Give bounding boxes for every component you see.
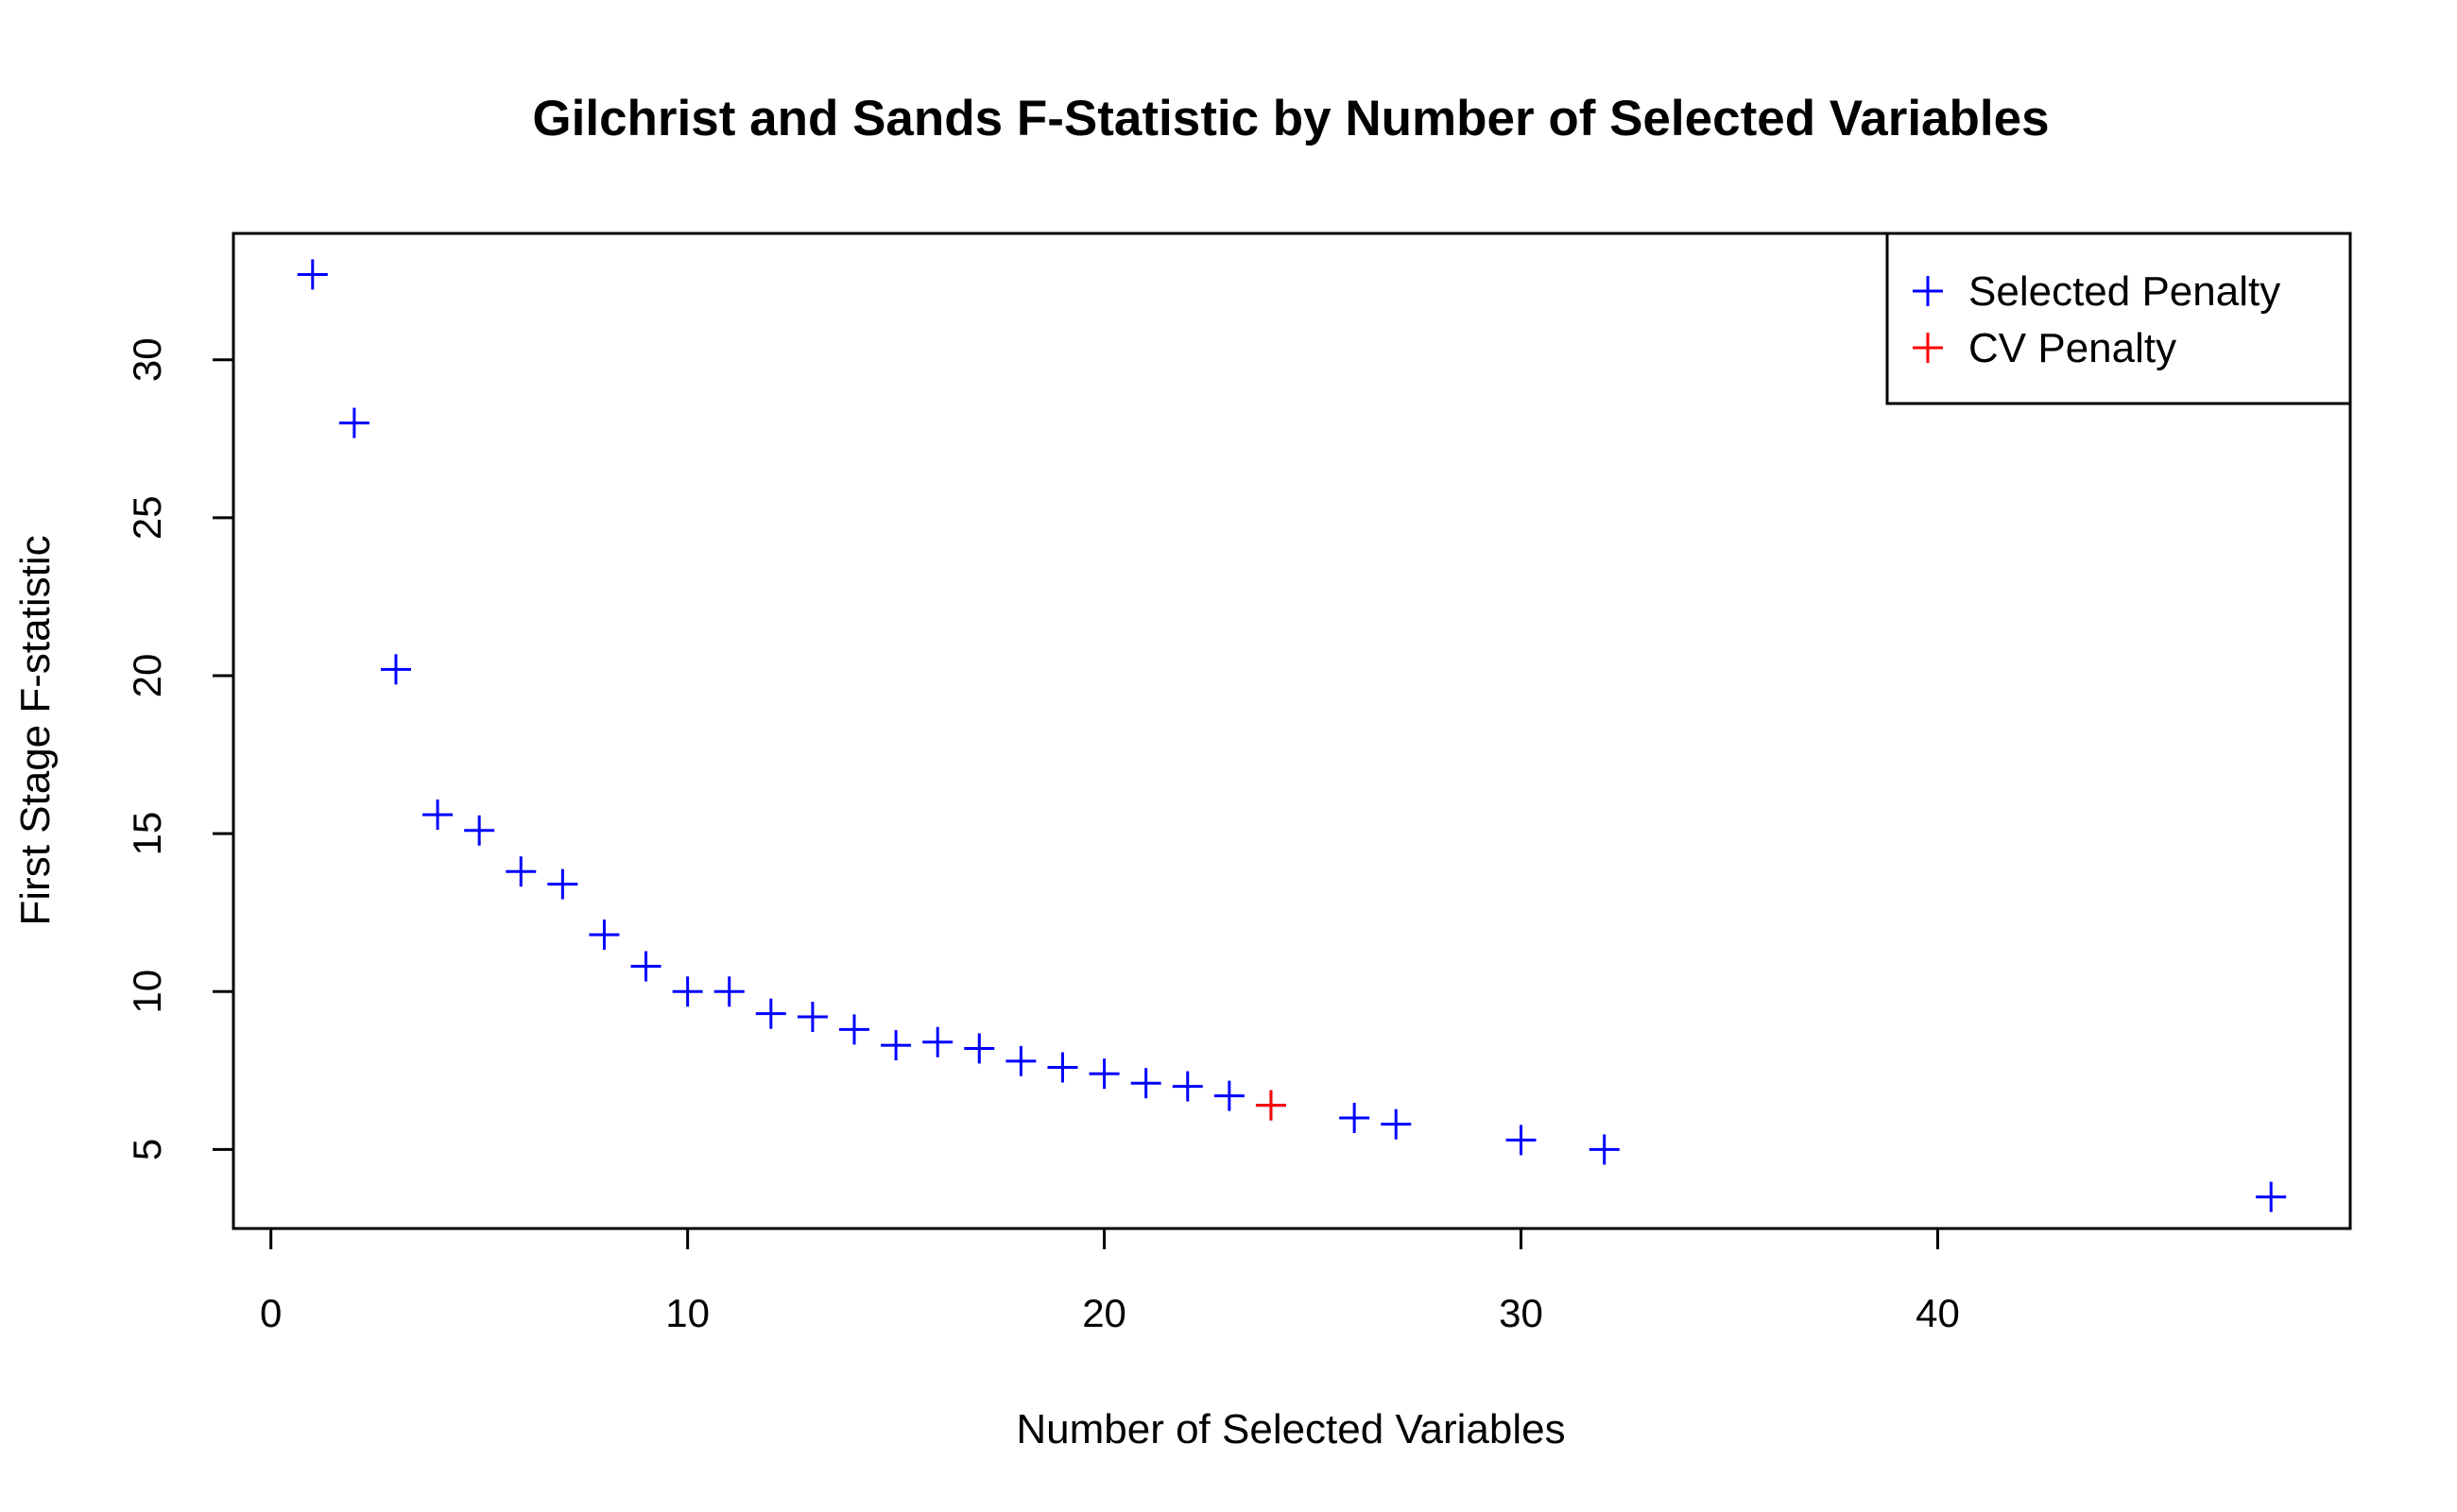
data-point bbox=[1213, 1080, 1245, 1111]
data-point bbox=[506, 856, 537, 887]
chart-title: Gilchrist and Sands F-Statistic by Numbe… bbox=[532, 91, 2049, 146]
data-point bbox=[1005, 1045, 1037, 1076]
data-point bbox=[1089, 1058, 1120, 1090]
data-point bbox=[1130, 1068, 1161, 1099]
data-point bbox=[1381, 1108, 1412, 1140]
x-tick-label: 30 bbox=[1499, 1291, 1543, 1335]
data-point bbox=[630, 951, 662, 982]
y-tick-label: 30 bbox=[125, 337, 169, 382]
x-tick-label: 40 bbox=[1916, 1291, 1960, 1335]
data-point bbox=[2256, 1181, 2287, 1212]
y-axis-label: First Stage F-statistic bbox=[12, 535, 59, 925]
data-point bbox=[1255, 1090, 1286, 1121]
x-tick-label: 0 bbox=[260, 1291, 282, 1335]
x-axis-label: Number of Selected Variables bbox=[1016, 1406, 1565, 1452]
legend-label: Selected Penalty bbox=[1968, 268, 2280, 315]
data-point bbox=[713, 976, 745, 1007]
x-tick-label: 10 bbox=[665, 1291, 710, 1335]
data-point bbox=[1505, 1125, 1537, 1156]
data-point bbox=[881, 1030, 912, 1061]
series-selected-penalty bbox=[297, 259, 2287, 1212]
y-tick-label: 10 bbox=[125, 970, 169, 1014]
data-point bbox=[672, 976, 703, 1007]
data-point bbox=[1172, 1071, 1203, 1102]
data-point bbox=[1047, 1052, 1078, 1083]
data-point bbox=[380, 654, 411, 685]
data-point bbox=[338, 407, 369, 438]
legend: Selected Penalty CV Penalty bbox=[1885, 232, 2352, 405]
data-point bbox=[464, 815, 495, 846]
data-point bbox=[1589, 1134, 1620, 1165]
legend-label: CV Penalty bbox=[1968, 325, 2176, 371]
y-tick-label: 25 bbox=[125, 495, 169, 540]
data-point bbox=[547, 868, 578, 900]
x-axis: 0 10 20 30 40 bbox=[260, 1227, 1960, 1335]
data-point bbox=[797, 1002, 828, 1033]
series-cv-penalty bbox=[1255, 1090, 1286, 1121]
data-point bbox=[422, 799, 454, 831]
data-point bbox=[589, 919, 620, 951]
data-point bbox=[964, 1033, 995, 1064]
legend-marker bbox=[1913, 276, 1943, 306]
data-point bbox=[755, 998, 786, 1029]
legend-marker bbox=[1913, 333, 1943, 363]
legend-box bbox=[1885, 232, 2352, 405]
y-tick-label: 20 bbox=[125, 654, 169, 698]
data-point bbox=[297, 259, 328, 290]
y-tick-label: 5 bbox=[125, 1139, 169, 1160]
data-point bbox=[922, 1026, 954, 1057]
data-point bbox=[1339, 1103, 1370, 1133]
data-point bbox=[839, 1014, 870, 1045]
y-axis: 5 10 15 20 25 30 bbox=[125, 337, 235, 1160]
x-tick-label: 20 bbox=[1082, 1291, 1126, 1335]
y-tick-label: 15 bbox=[125, 812, 169, 856]
data-points bbox=[297, 259, 2287, 1212]
